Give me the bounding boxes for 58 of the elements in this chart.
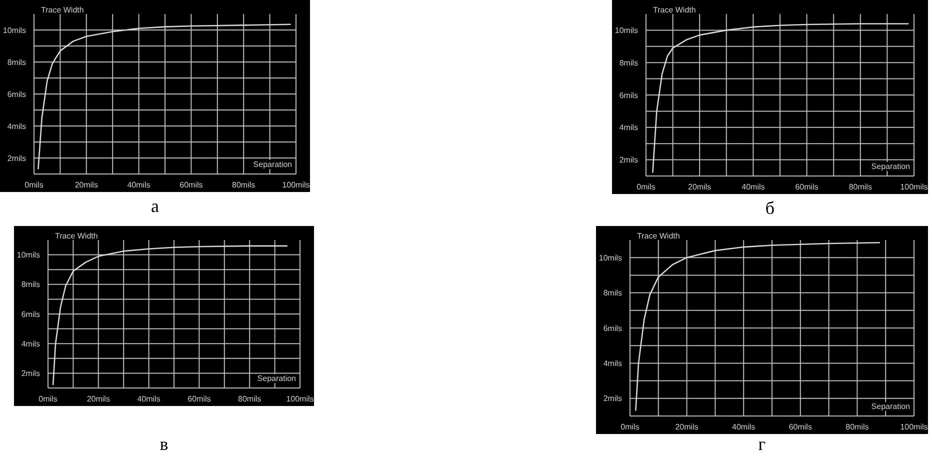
- x-tick-label: 100mils: [900, 182, 928, 192]
- y-tick-label: 2mils: [7, 154, 26, 163]
- x-tick-label: 20mils: [688, 182, 712, 192]
- y-tick-label: 8mils: [619, 58, 638, 68]
- x-tick-label: 0mils: [38, 394, 58, 404]
- y-tick-label: 10mils: [598, 253, 622, 262]
- line-series: [652, 23, 910, 174]
- x-tick-label: 60mils: [180, 180, 203, 190]
- x-tick-label: 20mils: [74, 180, 98, 190]
- text: б: [764, 198, 776, 219]
- y-tick-label: 6mils: [619, 90, 638, 100]
- x-tick-label: 60mils: [788, 422, 812, 432]
- x-tick-label: 100mils: [282, 180, 310, 190]
- x-tick-label: 40mils: [732, 422, 756, 432]
- x-tick-label: 80mils: [846, 422, 869, 432]
- x-tick-label: 40mils: [127, 180, 150, 190]
- x-tick-label: 40mils: [137, 394, 160, 404]
- y-tick-label: 6mils: [7, 90, 26, 99]
- y-tick-label: 8mils: [603, 288, 622, 298]
- x-tick-label: 0mils: [24, 180, 44, 190]
- y-tick-label: 6mils: [603, 324, 622, 333]
- x-tick-label: 20mils: [675, 422, 698, 432]
- y-axis-title: Trace Width: [653, 6, 696, 15]
- x-tick-label: 20mils: [86, 394, 110, 404]
- y-tick-label: 10mils: [16, 250, 40, 260]
- x-axis-title: Separation: [251, 160, 294, 169]
- x-tick-label: 100mils: [286, 394, 314, 404]
- y-tick-label: 4mils: [619, 123, 638, 132]
- y-tick-label: 2mils: [603, 394, 622, 404]
- y-tick-label: 2mils: [21, 369, 40, 378]
- line-series: [38, 24, 292, 170]
- y-tick-label: 8mils: [7, 58, 26, 67]
- y-axis-title: Trace Width: [637, 232, 680, 241]
- text: а: [150, 196, 160, 217]
- x-axis-title: Separation: [255, 374, 298, 383]
- y-tick-label: 2mils: [619, 156, 638, 165]
- text: г: [757, 434, 767, 455]
- y-tick-label: 4mils: [7, 122, 26, 131]
- y-tick-label: 4mils: [603, 359, 622, 368]
- x-tick-label: 80mils: [848, 182, 872, 192]
- x-tick-label: 60mils: [795, 182, 818, 192]
- y-tick-label: 4mils: [21, 339, 40, 348]
- y-tick-label: 10mils: [2, 26, 26, 35]
- x-tick-label: 80mils: [232, 180, 256, 190]
- y-tick-label: 8mils: [21, 280, 40, 290]
- x-tick-label: 100mils: [900, 422, 928, 432]
- y-axis-title: Trace Width: [41, 6, 84, 15]
- y-tick-label: 6mils: [21, 310, 40, 319]
- text: в: [158, 434, 170, 455]
- x-tick-label: 0mils: [636, 182, 656, 192]
- x-axis-title: Separation: [869, 402, 912, 411]
- x-tick-label: 60mils: [188, 394, 211, 404]
- x-axis-title: Separation: [869, 162, 912, 171]
- x-tick-label: 40mils: [742, 182, 765, 192]
- y-tick-label: 10mils: [614, 26, 638, 36]
- x-tick-label: 80mils: [238, 394, 262, 404]
- y-axis-title: Trace Width: [55, 232, 98, 241]
- x-tick-label: 0mils: [620, 422, 640, 432]
